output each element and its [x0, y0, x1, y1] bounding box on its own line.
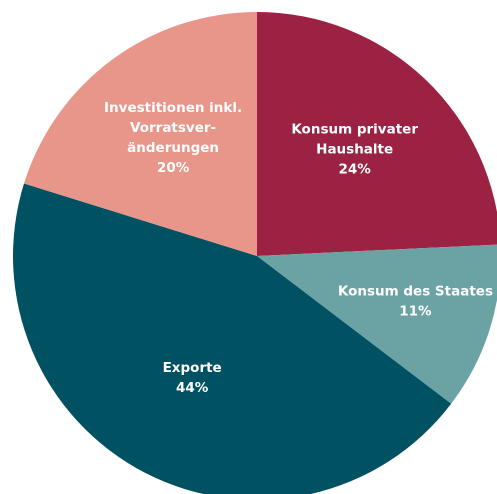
- value-label: 11%: [399, 303, 432, 319]
- value-label: 44%: [176, 380, 209, 396]
- pie-slice: [257, 244, 497, 404]
- slice-label: Investitionen inkl. Vorratsver-änderungen: [104, 100, 242, 156]
- slice-label: Konsum des Staates: [338, 283, 493, 299]
- pie-slice: [257, 12, 497, 256]
- value-label: 20%: [157, 160, 190, 176]
- value-label: 24%: [338, 162, 371, 178]
- pie-slice: [13, 183, 452, 494]
- slice-label: Konsum privater Haushalte: [291, 122, 418, 158]
- pie-slice: [24, 12, 258, 256]
- slice-label: Exporte: [163, 360, 222, 376]
